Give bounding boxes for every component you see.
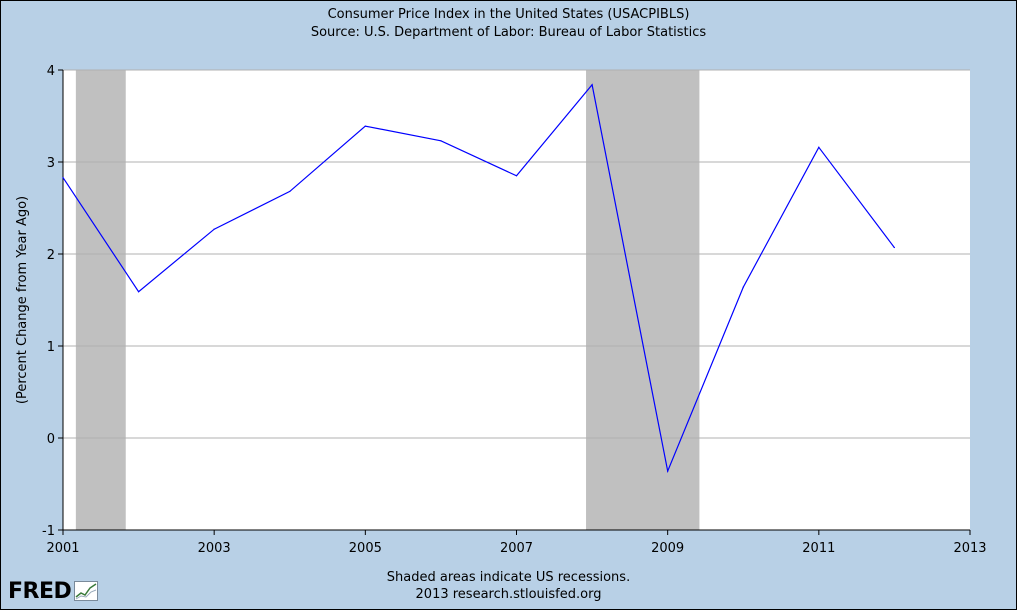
- x-tick-label-1: 2003: [198, 541, 231, 556]
- x-tick-label-2: 2005: [349, 541, 382, 556]
- series-layer: [62, 83, 896, 474]
- data-point: [62, 177, 64, 179]
- fred-logo-text: FRED: [8, 578, 72, 604]
- data-point: [213, 228, 215, 230]
- axes: [62, 70, 970, 531]
- data-point: [440, 140, 442, 142]
- y-tick-label-2: 1: [47, 340, 55, 355]
- x-tick-label-5: 2011: [802, 541, 835, 556]
- data-point: [591, 84, 593, 86]
- chart-title: Consumer Price Index in the United State…: [327, 7, 690, 22]
- y-tick-label-1: 0: [47, 432, 55, 447]
- data-point: [137, 291, 140, 293]
- recession-note: Shaded areas indicate US recessions.: [386, 570, 631, 585]
- credit-text: 2013 research.stlouisfed.org: [415, 587, 602, 602]
- data-point: [289, 190, 291, 193]
- series-line-0: [62, 83, 895, 474]
- data-point: [515, 175, 518, 177]
- gridlines: [58, 69, 971, 535]
- chart-subtitle: Source: U.S. Department of Labor: Bureau…: [310, 25, 707, 40]
- tick-labels: -1 0 1 2 3 4 2001 2003 2005 2007 2009 2011 2013: [42, 64, 987, 556]
- x-tick-label-4: 2009: [651, 541, 684, 556]
- data-point: [364, 125, 366, 127]
- x-tick-label-3: 2007: [500, 541, 533, 556]
- y-tick-label-4: 3: [47, 156, 55, 171]
- data-point: [893, 246, 896, 249]
- recession-band-0: [75, 70, 126, 530]
- data-point: [818, 146, 820, 148]
- data-point: [667, 470, 669, 472]
- fred-logo: FRED: [8, 578, 99, 604]
- mini-chart-icon: [74, 581, 99, 601]
- x-tick-label-0: 2001: [46, 541, 79, 556]
- data-point: [742, 286, 744, 288]
- y-tick-label-5: 4: [47, 64, 55, 79]
- y-tick-label-0: -1: [42, 524, 55, 539]
- recession-band-1: [586, 70, 700, 530]
- plot-area: [63, 70, 970, 530]
- y-axis-label: (Percent Change from Year Ago): [15, 196, 30, 404]
- x-tick-label-6: 2013: [953, 541, 986, 556]
- y-tick-label-3: 2: [47, 248, 55, 263]
- recession-shading: [75, 70, 700, 530]
